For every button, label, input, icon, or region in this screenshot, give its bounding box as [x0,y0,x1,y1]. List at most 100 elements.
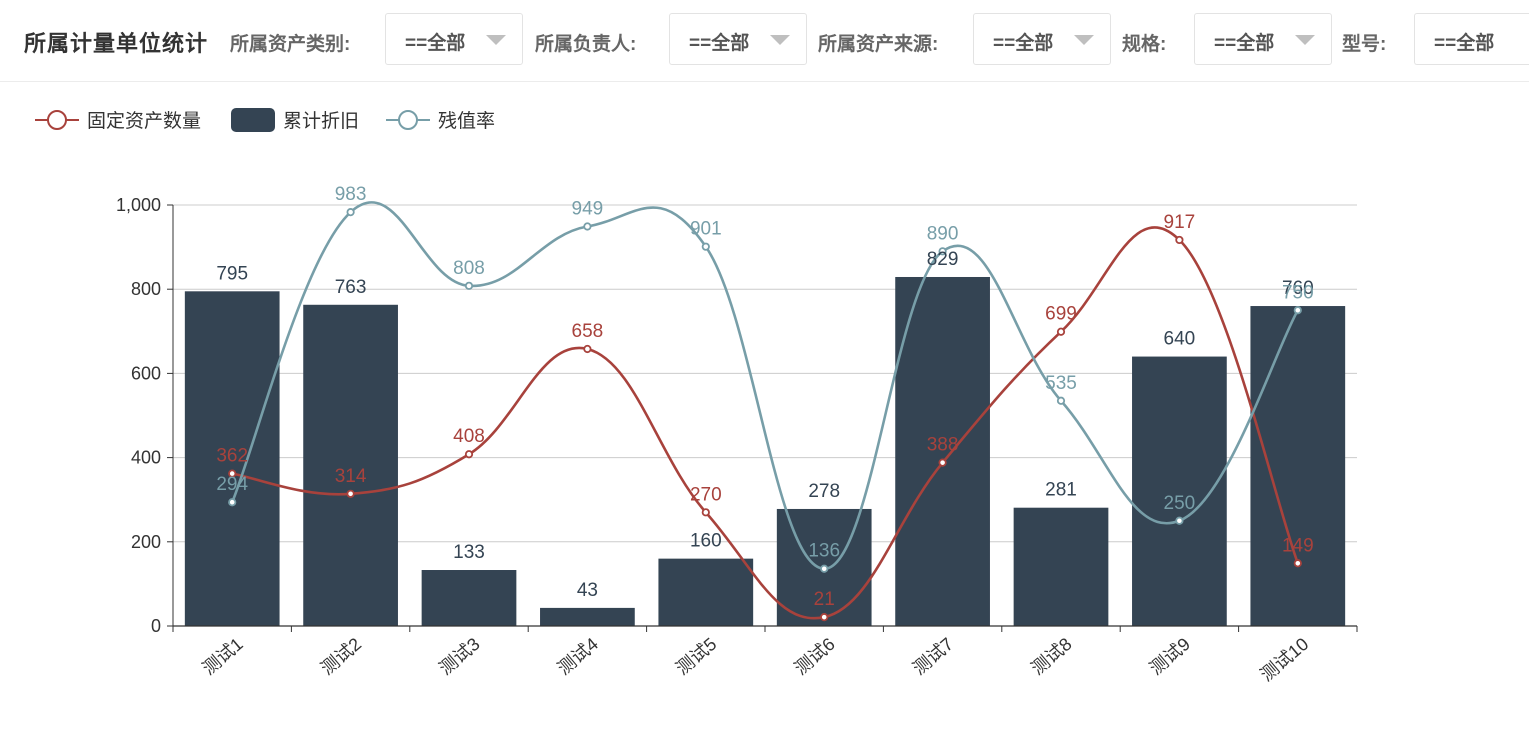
bar-data-label: 763 [335,277,367,298]
residual-point [701,242,710,251]
count-point [820,613,829,622]
residual-data-label: 750 [1282,282,1314,303]
chevron-down-icon [770,35,790,45]
chevron-down-icon [486,35,506,45]
residual-data-label: 250 [1164,493,1196,514]
count-legend-label: 固定资产数量 [87,110,201,132]
chart: 0 200 400 600 800 1,000 测试1 测试2 测试3 测试4 测试5 测试6 测试7 测… [35,108,1358,685]
residual-point [1293,306,1302,315]
bar [1013,507,1109,626]
asset-source-select-value: ==全部 [993,33,1054,54]
count-point [938,458,947,467]
residual-data-label: 901 [690,219,722,240]
x-tick-label: 测试5 [672,634,720,679]
chevron-down-icon [1295,35,1315,45]
bar [658,558,754,626]
lines [228,201,1302,622]
count-data-label: 314 [335,466,367,487]
y-tick-label: 1,000 [116,195,161,215]
residual-data-label: 808 [453,258,485,279]
count-point [346,489,355,498]
residual-point [938,247,947,256]
count-data-label: 699 [1045,304,1077,325]
y-tick-label: 800 [131,279,161,299]
x-tick-label: 测试2 [317,634,365,679]
count-point [228,469,237,478]
count-legend-marker [47,110,67,130]
count-point [1175,235,1184,245]
count-point [1056,327,1066,336]
bar-data-label: 829 [927,249,959,270]
x-tick-label: 测试4 [554,634,602,679]
x-tick-label: 测试9 [1146,634,1194,679]
count-data-label: 388 [927,435,959,456]
residual-data-label: 535 [1045,373,1077,394]
filter-label-asset-category: 所属资产类别: [230,34,351,55]
residual-point [464,281,474,290]
model-select[interactable]: ==全部 [1414,13,1529,65]
residual-point [1175,516,1184,525]
depreciation-legend-label: 累计折旧 [283,110,359,132]
x-tick-label: 测试10 [1257,634,1313,685]
x-tick-label: 测试8 [1027,634,1075,679]
count-point [464,450,474,459]
bar-data-label: 281 [1045,480,1077,501]
count-point [583,344,592,354]
y-tick-label: 400 [131,448,161,468]
y-tick-label: 200 [131,532,161,552]
residual-point [228,498,237,507]
residual-point [583,222,592,231]
x-tick-label: 测试1 [199,634,247,679]
y-tick-label: 0 [151,616,161,636]
count-line [231,226,1300,620]
bar-data-label: 160 [690,531,722,552]
x-tick-label: 测试6 [791,634,839,679]
x-tick-label: 测试3 [435,634,483,679]
count-data-label: 917 [1164,212,1196,233]
filter-toolbar: 所属计量单位统计 所属资产类别: ==全部 所属负责人: ==全部 所属资产来源… [0,0,1529,82]
spec-select-value: ==全部 [1214,33,1275,54]
residual-point [1056,396,1066,405]
bar-data-label: 640 [1164,329,1196,350]
y-tick-label: 600 [131,363,161,383]
bar [184,291,280,626]
residual-data-label: 949 [572,198,604,219]
count-data-label: 149 [1282,535,1314,556]
count-data-label: 270 [690,484,722,505]
count-data-label: 21 [814,589,835,610]
residual-line [230,201,1299,571]
page-title: 所属计量单位统计 [24,31,209,56]
model-select-value: ==全部 [1434,33,1495,54]
asset-source-select[interactable]: ==全部 [973,13,1111,65]
bars [184,276,1346,626]
filter-label-model: 型号: [1342,34,1387,55]
bar-data-label: 278 [808,481,840,502]
residual-data-label: 136 [808,541,840,562]
chevron-down-icon [1074,35,1094,45]
bar-data-label: 760 [1282,278,1314,299]
count-data-label: 658 [572,321,604,342]
bar [895,276,990,626]
asset-category-select-value: ==全部 [405,33,466,54]
count-data-label: 362 [216,446,248,467]
filter-label-spec: 规格: [1122,34,1167,55]
spec-select[interactable]: ==全部 [1194,13,1332,65]
filter-label-asset-source: 所属资产来源: [818,34,939,55]
asset-category-select[interactable]: ==全部 [385,13,523,65]
x-tick-label: 测试7 [909,634,957,679]
residual-point [346,208,355,217]
count-point [701,508,710,517]
bar [421,570,517,626]
count-data-label: 408 [453,426,485,447]
owner-select-value: ==全部 [689,33,750,54]
residual-legend-label: 残值率 [438,110,495,132]
owner-select[interactable]: ==全部 [669,13,807,65]
filter-label-owner: 所属负责人: [535,34,637,55]
residual-data-label: 983 [335,184,367,205]
residual-point [820,564,829,573]
count-point [1293,559,1302,568]
data-labels: 795 763 133 43 160 278 829 281 640 760 294 983 808 94… [216,184,1313,610]
depreciation-legend-marker [231,108,275,132]
residual-data-label: 890 [927,223,959,244]
bar-data-label: 133 [453,542,485,563]
